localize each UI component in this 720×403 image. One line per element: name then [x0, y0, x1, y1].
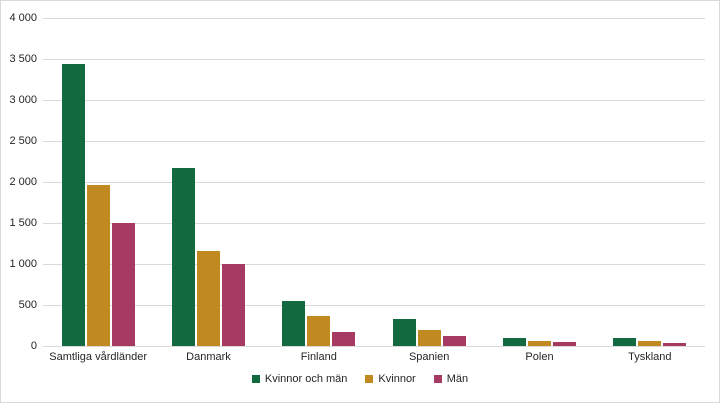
legend-swatch-icon	[433, 375, 442, 383]
legend-swatch-icon	[365, 375, 374, 383]
legend-label: Kvinnor och män	[264, 373, 348, 385]
bar-kvinnor-2	[197, 250, 220, 346]
bar-kvinnor-och-m-n-4	[392, 319, 416, 346]
x-axis-category-label: Samtliga vårdländer	[49, 351, 148, 363]
y-axis-tick-label: 2 000	[9, 176, 37, 188]
bar-kvinnor-1	[86, 185, 110, 346]
gridline-2000	[43, 182, 705, 183]
legend-item-kvinnor-och-m-n: Kvinnor och män	[251, 373, 348, 385]
y-axis-tick-label: 0	[30, 340, 37, 352]
bar-m-n-1	[111, 223, 135, 346]
bar-m-n-2	[222, 264, 245, 346]
x-axis-category-label: Spanien	[408, 351, 450, 363]
gridline-500	[43, 305, 705, 306]
x-axis-category-label: Tyskland	[628, 351, 672, 363]
bar-m-n-4	[442, 336, 466, 346]
gridline-0	[43, 346, 705, 347]
y-axis-tick-label: 4 000	[9, 12, 37, 24]
legend-swatch-icon	[251, 375, 260, 383]
bar-kvinnor-6	[638, 341, 662, 346]
y-axis-tick-label: 500	[18, 299, 37, 311]
legend-label: Män	[446, 373, 469, 385]
legend-label: Kvinnor	[378, 373, 416, 385]
y-axis-tick-label: 3 500	[9, 53, 37, 65]
bar-kvinnor-4	[417, 330, 441, 346]
y-axis-tick-label: 2 500	[9, 135, 37, 147]
x-axis-category-label: Finland	[300, 351, 337, 363]
bar-kvinnor-och-m-n-5	[503, 337, 526, 346]
bar-kvinnor-3	[307, 315, 331, 346]
legend-item-m-n: Män	[433, 373, 469, 385]
bar-m-n-6	[663, 342, 687, 346]
bar-kvinnor-och-m-n-1	[61, 63, 85, 346]
bar-kvinnor-och-m-n-6	[613, 338, 637, 346]
chart-legend: Kvinnor och män Kvinnor Män	[1, 373, 719, 385]
bar-kvinnor-och-m-n-2	[172, 168, 195, 346]
legend-item-kvinnor: Kvinnor	[365, 373, 416, 385]
gridline-1000	[43, 264, 705, 265]
bar-kvinnor-5	[528, 340, 551, 346]
gridline-2500	[43, 141, 705, 142]
gridline-4000	[43, 18, 705, 19]
gridline-3000	[43, 100, 705, 101]
bar-m-n-5	[553, 342, 576, 346]
x-axis-category-label: Danmark	[186, 351, 231, 363]
gridline-1500	[43, 223, 705, 224]
y-axis-tick-label: 3 000	[9, 94, 37, 106]
gridline-3500	[43, 59, 705, 60]
x-axis-category-label: Polen	[525, 351, 554, 363]
bar-kvinnor-och-m-n-3	[282, 301, 306, 346]
bar-m-n-3	[332, 332, 356, 346]
y-axis-tick-label: 1 500	[9, 217, 37, 229]
y-axis-tick-label: 1 000	[9, 258, 37, 270]
